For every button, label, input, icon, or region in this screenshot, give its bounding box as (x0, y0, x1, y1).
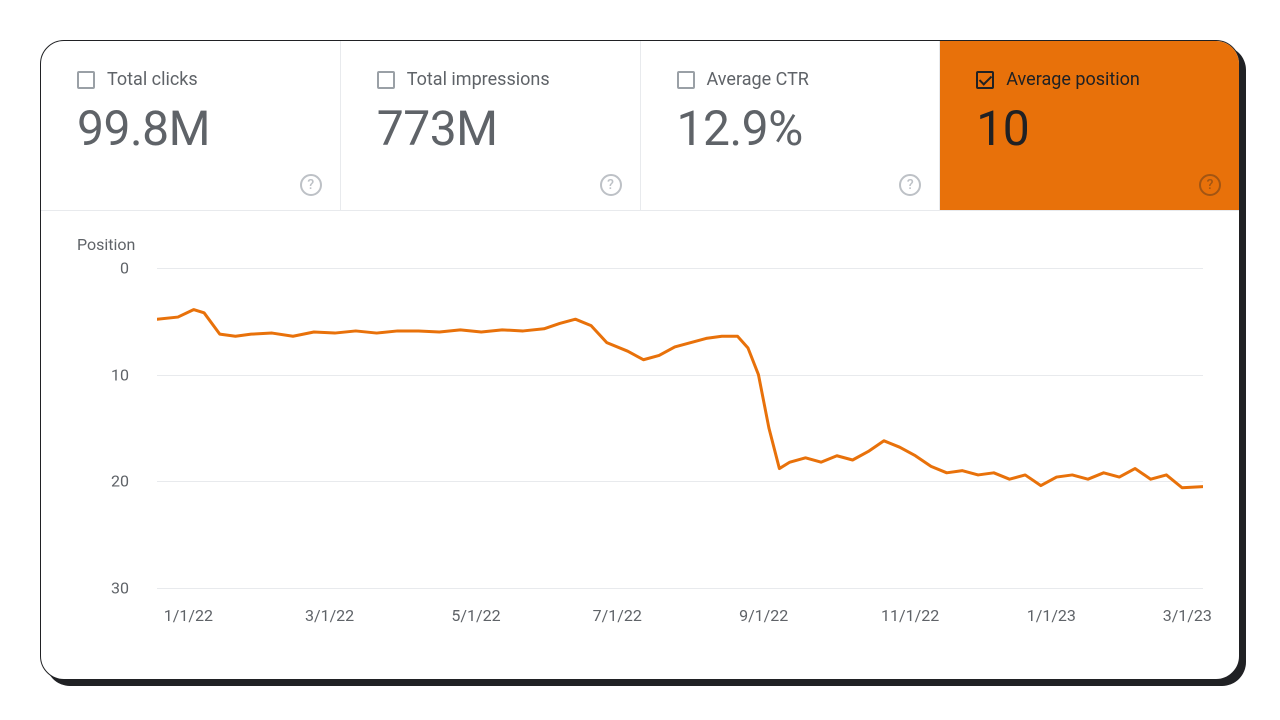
chart-plot: 0102030 (77, 268, 1203, 588)
x-tick-label: 11/1/22 (881, 606, 939, 625)
metric-total-impressions[interactable]: Total impressions 773M ? (341, 41, 641, 210)
x-axis-labels: 1/1/22 3/1/22 5/1/22 7/1/22 9/1/22 11/1/22 1/1… (157, 606, 1203, 630)
checkbox-icon[interactable] (976, 71, 994, 89)
x-tick-label: 7/1/22 (593, 606, 642, 625)
help-icon[interactable]: ? (600, 174, 622, 196)
metrics-row: Total clicks 99.8M ? Total impressions 7… (41, 41, 1239, 211)
x-tick-label: 1/1/22 (164, 606, 213, 625)
metric-average-position[interactable]: Average position 10 ? (940, 41, 1239, 210)
metric-label: Total impressions (407, 69, 550, 90)
help-icon[interactable]: ? (1199, 174, 1221, 196)
y-tick-label: 0 (120, 259, 129, 278)
metric-average-ctr[interactable]: Average CTR 12.9% ? (641, 41, 941, 210)
x-tick-label: 3/1/23 (1163, 606, 1212, 625)
metric-value: 10 (976, 100, 1211, 157)
x-tick-label: 5/1/22 (451, 606, 500, 625)
x-tick-label: 3/1/22 (305, 606, 354, 625)
metric-label: Average position (1006, 69, 1140, 90)
y-tick-label: 20 (111, 472, 129, 491)
metric-value: 12.9% (677, 100, 912, 157)
metric-total-clicks[interactable]: Total clicks 99.8M ? (41, 41, 341, 210)
y-axis-title: Position (77, 235, 1203, 254)
metric-label: Total clicks (107, 69, 198, 90)
metric-label: Average CTR (707, 69, 809, 90)
help-icon[interactable]: ? (300, 174, 322, 196)
checkbox-icon[interactable] (77, 71, 95, 89)
metric-value: 773M (377, 100, 612, 157)
performance-card: Total clicks 99.8M ? Total impressions 7… (40, 40, 1240, 680)
y-tick-label: 30 (111, 579, 129, 598)
gridline (157, 588, 1203, 589)
chart-line (157, 268, 1203, 588)
y-axis-labels: 0102030 (77, 268, 141, 588)
help-icon[interactable]: ? (899, 174, 921, 196)
checkbox-icon[interactable] (677, 71, 695, 89)
x-tick-label: 1/1/23 (1027, 606, 1076, 625)
x-tick-label: 9/1/22 (739, 606, 788, 625)
metric-value: 99.8M (77, 100, 312, 157)
checkbox-icon[interactable] (377, 71, 395, 89)
y-tick-label: 10 (111, 365, 129, 384)
chart-area: Position 0 10 20 30 1/1/22 3/1/22 5/1/22 7/1/2… (41, 211, 1239, 679)
